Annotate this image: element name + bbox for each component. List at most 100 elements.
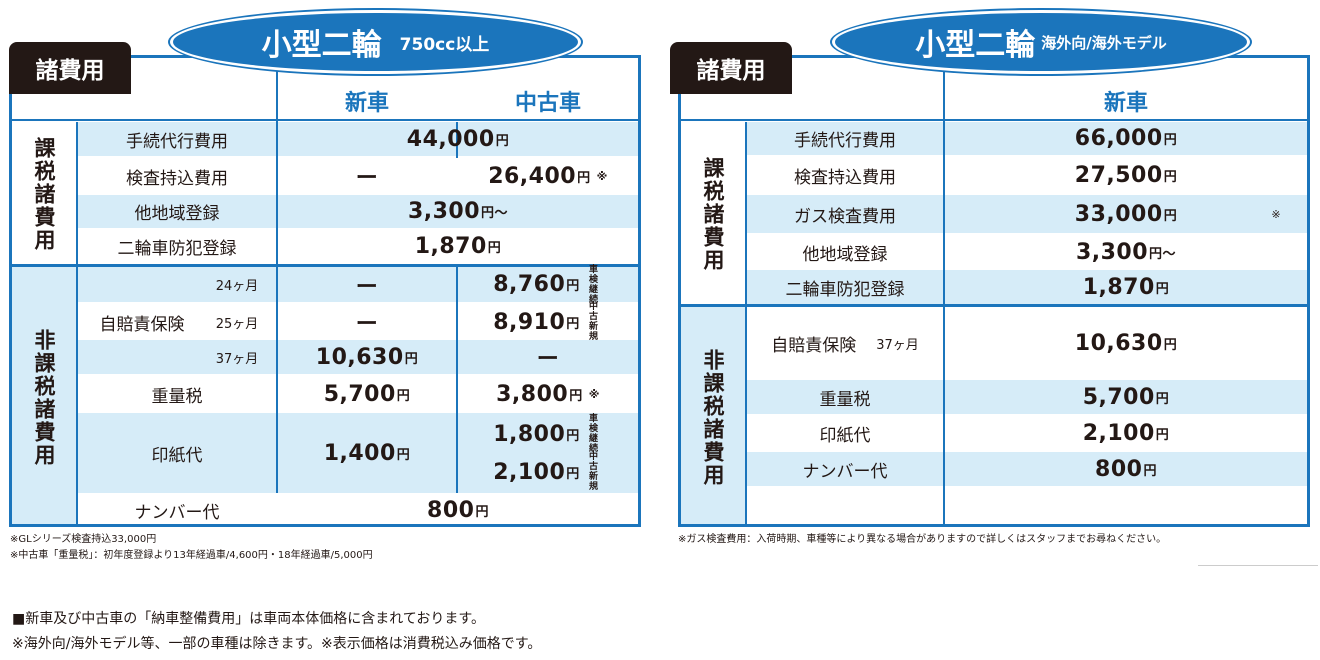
- price-insurance-37-new: 10,630 円: [278, 340, 456, 374]
- title-sub: 750cc以上: [399, 34, 490, 55]
- band-group: [681, 307, 745, 524]
- band-row: [745, 452, 1307, 486]
- row-label-stamp: 印紙代: [819, 425, 871, 446]
- yen-unit: 円〜: [481, 206, 509, 221]
- divider: [943, 58, 945, 524]
- yen-unit: 円〜: [1149, 246, 1177, 262]
- row-label-weight-tax: 重量税: [819, 389, 871, 410]
- price-value: 8,760: [493, 272, 566, 297]
- row-label-insurance: 自賠責保険 37ヶ月: [747, 310, 943, 376]
- divider: [12, 119, 638, 121]
- yen-unit: 円: [566, 316, 580, 332]
- price-plate: 800 円: [278, 493, 638, 524]
- price-value: 800: [427, 497, 475, 523]
- row-label-procedure: 手続代行費用: [794, 131, 896, 151]
- price-stamp-used-renewal: 1,800 円車検継続: [458, 414, 638, 454]
- price-stamp-new: 1,400 円: [278, 413, 456, 493]
- yen-unit: 円: [1163, 337, 1178, 353]
- price-insurance-24-new: ー: [355, 274, 379, 300]
- band-group: [12, 267, 76, 524]
- row-label-theft-registration: 二輪車防犯登録: [785, 279, 905, 300]
- price-value: 5,700: [1082, 384, 1155, 410]
- group-nontaxable: 非課税諸費用: [32, 329, 56, 467]
- band-row: [76, 413, 638, 493]
- row-label-insurance: 自賠責保険: [99, 314, 185, 335]
- price-value: 3,300: [1075, 239, 1149, 265]
- yen-unit: 円: [1163, 133, 1178, 148]
- col-header-new: 新車: [1103, 91, 1148, 116]
- yen-unit: 円: [475, 504, 489, 520]
- price-value: 44,000: [406, 126, 495, 152]
- price-value: 2,100: [493, 459, 566, 485]
- price-procedure: 44,000 円: [278, 122, 638, 156]
- price-weight-tax-used: 3,800 円 ※: [458, 376, 638, 412]
- asterisk-mark: ※: [1271, 207, 1281, 221]
- yen-unit: 円: [566, 279, 580, 294]
- note-used-new: 中古新規: [589, 302, 599, 342]
- price-weight-tax-new: 5,700 円: [278, 376, 456, 412]
- price-plate: 800 円: [945, 452, 1307, 486]
- price-insurance-24-used: 8,760 円車検継続: [458, 265, 638, 305]
- divider: [276, 58, 278, 493]
- left-fee-table: 新車 中古車 課税諸費用 非課税諸費用 手続代行費用 44,000 円 検査持込費…: [9, 55, 641, 527]
- group-nontaxable: 非課税諸費用: [701, 349, 725, 487]
- note-renewal: 車検継続: [589, 414, 599, 454]
- group-taxable: 課税諸費用: [32, 136, 56, 252]
- insurance-term-25: 25ヶ月: [215, 316, 259, 332]
- yen-unit: 円: [1155, 391, 1170, 407]
- price-other-region: 3,300 円〜: [278, 195, 638, 228]
- yen-unit: 円: [1163, 169, 1178, 185]
- yen-unit: 円: [577, 170, 591, 186]
- band-row: [745, 270, 1307, 304]
- left-tab-fees: 諸費用: [9, 42, 131, 94]
- yen-unit: 円: [566, 466, 580, 482]
- price-stamp: 2,100 円: [945, 416, 1307, 450]
- band-row: [745, 380, 1307, 414]
- price-value: 3,800: [496, 381, 569, 407]
- divider: [681, 304, 1307, 307]
- price-inspection-new: ー: [355, 166, 379, 191]
- divider: [456, 266, 458, 493]
- col-header-used: 中古車: [514, 91, 581, 116]
- price-value: 10,630: [1074, 330, 1163, 356]
- yen-unit: 円: [495, 133, 510, 149]
- band-row: [76, 122, 638, 156]
- col-header-new: 新車: [344, 91, 389, 116]
- asterisk-mark: ※: [596, 169, 608, 183]
- yen-unit: 円: [396, 447, 411, 463]
- price-weight-tax: 5,700 円: [945, 380, 1307, 414]
- divider: [12, 264, 638, 267]
- insurance-term-24: 24ヶ月: [215, 279, 259, 294]
- row-label-weight-tax: 重量税: [151, 386, 203, 407]
- title-main: 小型二輪: [261, 28, 382, 63]
- right-footnote: ※ガス検査費用：入荷時期、車種等により異なる場合がありますので詳しくはスタッフま…: [678, 534, 1167, 545]
- yen-unit: 円: [1155, 281, 1170, 297]
- yen-unit: 円: [569, 388, 583, 404]
- insurance-term-37: 37ヶ月: [876, 337, 919, 353]
- divider: [456, 122, 458, 158]
- price-value: 1,400: [323, 440, 396, 466]
- left-title-badge: 小型二輪 750cc以上: [170, 10, 581, 74]
- title-main: 小型二輪: [915, 28, 1036, 63]
- price-value: 1,800: [493, 421, 566, 447]
- divider: [745, 122, 747, 524]
- row-label-theft-registration: 二輪車防犯登録: [117, 238, 237, 259]
- right-fee-table: 新車 課税諸費用 非課税諸費用 手続代行費用 66,000 円 検査持込費用 27…: [678, 55, 1310, 527]
- price-inspection-used: 26,400 円 ※: [458, 158, 638, 194]
- price-value: 5,700: [323, 381, 396, 407]
- bottom-note-1: ■新車及び中古車の「納車整備費用」は車両本体価格に含まれております。: [12, 611, 485, 627]
- group-taxable: 課税諸費用: [701, 156, 725, 272]
- price-insurance-25-used: 8,910 円中古新規: [458, 302, 638, 342]
- yen-unit: 円: [1163, 208, 1178, 224]
- row-label-other-region: 他地域登録: [134, 204, 220, 224]
- right-tab-fees: 諸費用: [670, 42, 792, 94]
- left-footnote-1: ※GLシリーズ検査持込33,000円: [10, 534, 157, 545]
- row-label-inspection: 検査持込費用: [126, 168, 228, 189]
- price-value: 26,400: [488, 163, 577, 189]
- row-label-inspection: 検査持込費用: [794, 167, 896, 188]
- yen-unit: 円: [396, 388, 411, 404]
- price-theft-registration: 1,870 円: [278, 228, 638, 264]
- price-value: 800: [1095, 456, 1143, 482]
- divider: [681, 119, 1307, 121]
- price-value: 66,000: [1074, 126, 1163, 151]
